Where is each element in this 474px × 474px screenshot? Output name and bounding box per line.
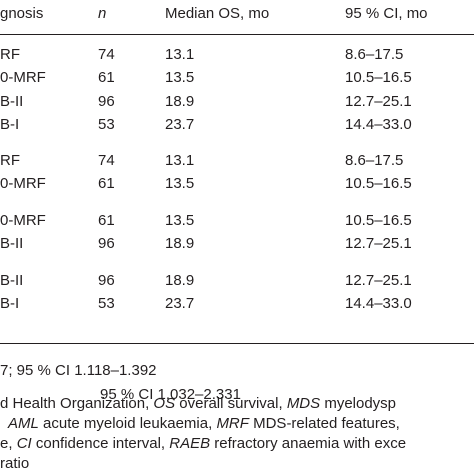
header-cell: gnosis — [0, 5, 44, 22]
table-cell: B-I — [0, 295, 20, 313]
table-cell: 10.5–16.5 — [345, 175, 412, 193]
table-cell: 13.1 — [165, 152, 195, 169]
table-cell: 14.4–33.0 — [345, 295, 412, 313]
table-cell: 0-MRF — [0, 212, 46, 229]
table-cell: 96 — [98, 235, 115, 253]
table-cell: 74 — [98, 46, 115, 63]
table-cell: 23.7 — [165, 295, 195, 313]
table-cell: B-I — [0, 115, 20, 133]
table-bottom-rule — [0, 343, 474, 344]
table-cell: 13.5 — [165, 175, 195, 193]
stat-line: 95 % CI 1.032–2.331 — [100, 386, 241, 403]
table-cell: B-II — [0, 235, 24, 253]
footnote-text: refractory anaemia with exce — [210, 435, 407, 452]
header-cell: n — [98, 5, 107, 22]
table-cell: 74 — [98, 152, 115, 169]
table-cell: 61 — [98, 69, 115, 87]
table-cell: 14.4–33.0 — [345, 115, 412, 133]
header-cell: Median OS, mo — [165, 5, 270, 22]
table-cell: 12.7–25.1 — [345, 92, 412, 110]
footnote-text: ratio — [0, 455, 30, 472]
table-cell: 61 — [98, 175, 115, 193]
abbreviation: CI — [16, 435, 32, 452]
table-cell: 13.1 — [165, 46, 195, 63]
table-cell: 8.6–17.5 — [345, 46, 404, 63]
footnote-line: ratio — [0, 455, 29, 473]
footnote-text: overall survival, — [175, 395, 287, 412]
abbreviation: MDS — [286, 395, 321, 412]
footnote-line: d Health Organization, OS overall surviv… — [0, 395, 396, 413]
abbreviation: MRF — [216, 415, 249, 432]
footnote-line: AML acute myeloid leukaemia, MRF MDS-rel… — [8, 415, 400, 433]
table-cell: 10.5–16.5 — [345, 69, 412, 87]
table-cell: 61 — [98, 212, 115, 229]
stat-line: 7; 95 % CI 1.118–1.392 — [0, 362, 157, 379]
footnote-text: d Health Organization, — [0, 395, 154, 412]
table-cell: 12.7–25.1 — [345, 272, 412, 289]
table-cell: 53 — [98, 115, 115, 133]
table-cell: RF — [0, 46, 20, 63]
abbreviation: RAEB — [169, 435, 211, 452]
footnote-text: myelodysp — [320, 395, 397, 412]
table-cell: 8.6–17.5 — [345, 152, 404, 169]
table-cell: RF — [0, 152, 20, 169]
table-cell: 96 — [98, 272, 115, 289]
table-cell: 12.7–25.1 — [345, 235, 412, 253]
table-cell: 18.9 — [165, 272, 195, 289]
table-cell: B-II — [0, 272, 24, 289]
table-cell: 18.9 — [165, 92, 195, 110]
footnote-text: acute myeloid leukaemia, — [38, 415, 217, 432]
table-cell: B-II — [0, 92, 24, 110]
table-cell: 0-MRF — [0, 69, 46, 87]
table-cell: 13.5 — [165, 212, 195, 229]
footnote-text: confidence interval, — [31, 435, 170, 452]
footnote-text: MDS-related features, — [248, 415, 400, 432]
table-cell: 10.5–16.5 — [345, 212, 412, 229]
table-cell: 96 — [98, 92, 115, 110]
abbreviation: OS — [153, 395, 176, 412]
footnote-line: e, CI confidence interval, RAEB refracto… — [0, 435, 406, 453]
footnote-text: e, — [0, 435, 17, 452]
header-cell: 95 % CI, mo — [345, 5, 428, 22]
header-rule — [0, 34, 474, 35]
table-cell: 23.7 — [165, 115, 195, 133]
table-cell: 18.9 — [165, 235, 195, 253]
table-cell: 13.5 — [165, 69, 195, 87]
table-cell: 53 — [98, 295, 115, 313]
abbreviation: AML — [8, 415, 39, 432]
table-cell: 0-MRF — [0, 175, 46, 193]
